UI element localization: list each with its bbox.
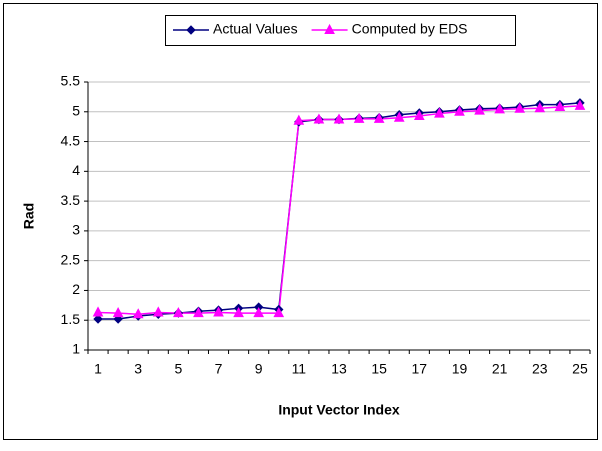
y-tick-label: 3: [72, 222, 80, 238]
y-tick-label: 2.5: [61, 251, 81, 267]
y-tick-label: 1: [72, 341, 80, 357]
legend-label: Actual Values: [213, 21, 298, 37]
data-point: [554, 100, 566, 112]
data-point: [233, 307, 244, 318]
data-point: [514, 102, 526, 113]
y-tick-label: 1.5: [61, 311, 81, 327]
y-tick-label: 4.5: [61, 132, 81, 148]
x-tick-label: 21: [492, 361, 508, 377]
data-point: [93, 314, 103, 324]
data-point: [353, 112, 365, 123]
y-tick-label: 5: [72, 102, 80, 118]
legend-label: Computed by EDS: [352, 21, 468, 37]
data-point: [132, 308, 144, 319]
x-tick-label: 5: [174, 361, 182, 377]
data-point: [273, 307, 285, 318]
chart-border: [3, 3, 598, 440]
x-tick-label: 1: [94, 361, 102, 377]
data-point: [434, 107, 445, 118]
x-tick-label: 3: [134, 361, 142, 377]
data-point: [293, 114, 305, 125]
x-tick-label: 15: [371, 361, 387, 377]
x-tick-label: 11: [292, 361, 307, 377]
data-point: [454, 105, 465, 116]
data-point: [393, 111, 405, 122]
x-tick-label: 25: [572, 361, 588, 377]
data-point: [574, 99, 586, 110]
data-point: [534, 102, 546, 113]
x-tick-label: 9: [255, 361, 263, 377]
data-point: [494, 103, 505, 114]
data-point: [333, 113, 345, 124]
y-tick-label: 2: [72, 281, 80, 297]
data-point: [253, 307, 265, 318]
y-tick-label: 3.5: [61, 192, 81, 208]
data-point: [193, 307, 204, 318]
data-point: [413, 109, 425, 120]
data-point: [313, 113, 325, 124]
y-tick-label: 4: [72, 162, 80, 178]
data-point: [213, 306, 224, 317]
y-tick-label: 5.5: [61, 73, 81, 89]
data-point: [373, 112, 385, 123]
data-point: [474, 104, 485, 115]
x-tick-label: 7: [215, 361, 223, 377]
legend-marker: [186, 25, 196, 35]
data-point: [112, 307, 124, 318]
x-tick-label: 23: [532, 361, 548, 377]
x-axis-label: Input Vector Index: [278, 402, 400, 418]
x-tick-label: 17: [412, 361, 428, 377]
data-point: [152, 306, 164, 317]
x-tick-label: 19: [452, 361, 468, 377]
data-point: [173, 307, 184, 318]
y-axis-label: Rad: [21, 203, 37, 229]
legend-marker: [324, 23, 335, 34]
data-point: [92, 306, 104, 317]
x-tick-label: 13: [331, 361, 347, 377]
